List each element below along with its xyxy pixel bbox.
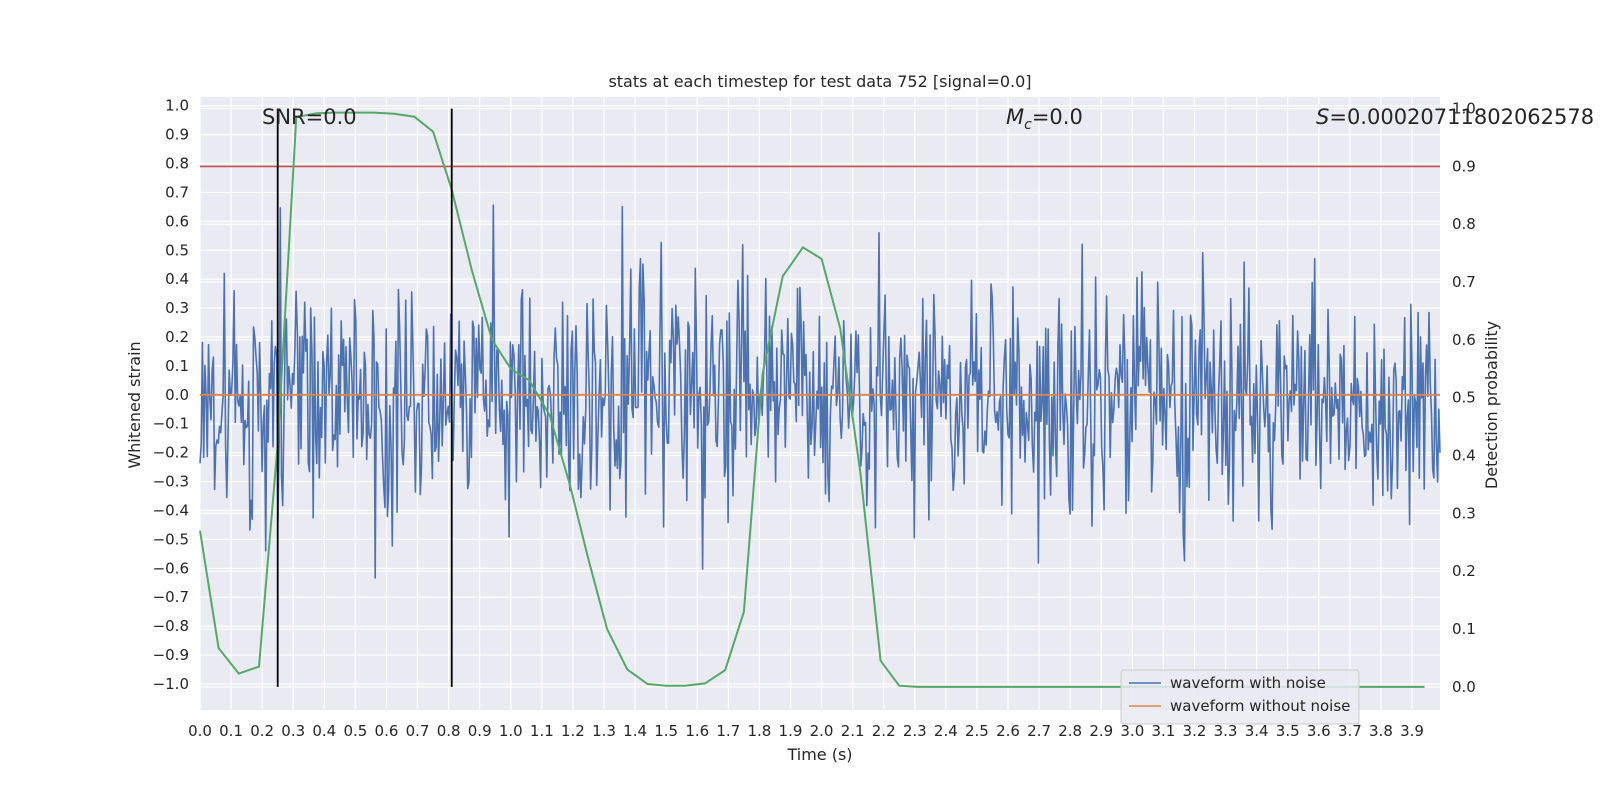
x-axis-label: Time (s)	[786, 745, 852, 764]
x-tick-label: 0.1	[219, 722, 243, 740]
x-tick-label: 0.2	[250, 722, 274, 740]
y2-tick-label: 0.5	[1452, 389, 1476, 407]
y-tick-label: −0.7	[153, 588, 189, 606]
y2-tick-label: 0.9	[1452, 157, 1476, 175]
y-tick-label: 0.9	[165, 126, 189, 144]
y-tick-label: −0.5	[153, 530, 189, 548]
chirp-mass-annotation: Mc=0.0	[1006, 105, 1083, 133]
y2-tick-label: 0.4	[1452, 447, 1476, 465]
x-tick-label: 2.9	[1089, 722, 1113, 740]
x-tick-label: 2.1	[841, 722, 865, 740]
y2-tick-label: 0.7	[1452, 273, 1476, 291]
x-tick-label: 2.5	[965, 722, 989, 740]
x-tick-label: 2.7	[1027, 722, 1051, 740]
y-tick-label: −0.2	[153, 444, 189, 462]
x-tick-label: 1.5	[654, 722, 678, 740]
y-tick-label: 0.1	[165, 357, 189, 375]
x-tick-label: 1.2	[561, 722, 585, 740]
x-tick-label: 3.1	[1151, 722, 1175, 740]
y-tick-label: 0.2	[165, 328, 189, 346]
x-tick-label: 1.7	[716, 722, 740, 740]
x-tick-label: 1.4	[623, 722, 647, 740]
x-tick-label: 2.2	[872, 722, 896, 740]
s-value: =0.00020711802062578	[1329, 105, 1594, 129]
y-tick-label: 0.7	[165, 183, 189, 201]
vertical-markers	[276, 108, 453, 687]
x-tick-label: 0.5	[343, 722, 367, 740]
y2-tick-label: 1.0	[1452, 100, 1476, 118]
chirp-mass-subscript: c	[1024, 117, 1032, 133]
y2-tick-label: 0.0	[1452, 678, 1476, 696]
x-tick-label: 0.3	[281, 722, 305, 740]
x-tick-label: 3.8	[1369, 722, 1393, 740]
y-tick-label: −0.4	[153, 501, 189, 519]
legend-label-noisy: waveform with noise	[1170, 674, 1326, 692]
y-tick-label: −0.3	[153, 473, 189, 491]
y-tick-label: 0.8	[165, 155, 189, 173]
x-tick-label: 3.2	[1183, 722, 1207, 740]
y-tick-label: −0.1	[153, 415, 189, 433]
y-tick-label: −0.9	[153, 646, 189, 664]
x-tick-label: 3.0	[1120, 722, 1144, 740]
x-tick-label: 2.8	[1058, 722, 1082, 740]
y-tick-label: 0.3	[165, 299, 189, 317]
x-tick-label: 2.0	[810, 722, 834, 740]
chirp-mass-symbol: M	[1006, 105, 1024, 129]
y-tick-label: 0.6	[165, 212, 189, 230]
x-tick-label: 0.6	[375, 722, 399, 740]
y-tick-label: −0.6	[153, 559, 189, 577]
s-annotation: S=0.00020711802062578	[1316, 105, 1594, 129]
x-tick-label: 1.8	[747, 722, 771, 740]
x-tick-label: 3.4	[1245, 722, 1269, 740]
y-tick-label: 0.4	[165, 270, 189, 288]
snr-annotation: SNR=0.0	[262, 105, 357, 129]
x-tick-label: 0.0	[188, 722, 212, 740]
x-tick-label: 3.9	[1400, 722, 1424, 740]
y2-tick-label: 0.3	[1452, 504, 1476, 522]
x-tick-label: 2.6	[996, 722, 1020, 740]
y2-tick-label: 0.1	[1452, 620, 1476, 638]
x-tick-label: 1.0	[499, 722, 523, 740]
y-tick-label: 0.5	[165, 241, 189, 259]
x-tick-label: 2.4	[934, 722, 958, 740]
x-tick-label: 0.7	[406, 722, 430, 740]
noisy-waveform-line	[199, 204, 1441, 579]
x-tick-label: 1.1	[530, 722, 554, 740]
y2-tick-label: 0.8	[1452, 215, 1476, 233]
x-tick-label: 1.9	[779, 722, 803, 740]
x-tick-label: 3.6	[1307, 722, 1331, 740]
x-tick-label: 3.3	[1214, 722, 1238, 740]
noisy-waveform-series	[199, 204, 1441, 579]
x-tick-label: 0.4	[312, 722, 336, 740]
chirp-mass-value: =0.0	[1032, 105, 1083, 129]
y-tick-label: 1.0	[165, 97, 189, 115]
legend: waveform with noise waveform without noi…	[1120, 669, 1360, 725]
y2-axis-label: Detection probability	[1482, 321, 1501, 489]
y2-tick-label: 0.2	[1452, 562, 1476, 580]
x-tick-label: 1.3	[592, 722, 616, 740]
x-tick-label: 0.8	[437, 722, 461, 740]
legend-label-clean: waveform without noise	[1170, 697, 1350, 715]
y-tick-label: −0.8	[153, 617, 189, 635]
y-tick-label: −1.0	[153, 675, 189, 693]
x-tick-label: 2.3	[903, 722, 927, 740]
x-tick-labels: 0.0 0.1 0.2 0.3 0.4 0.5 0.6 0.7 0.8 0.9 1.0 1.1 1.2 1…	[188, 722, 1424, 740]
x-tick-label: 3.7	[1338, 722, 1362, 740]
y-axis-label: Whitened strain	[125, 341, 144, 468]
x-tick-label: 0.9	[468, 722, 492, 740]
chart-title: stats at each timestep for test data 752…	[608, 72, 1031, 91]
y2-tick-labels: 1.0 0.9 0.8 0.7 0.6 0.5 0.4 0.3 0.2 0.1 0.0	[1452, 100, 1476, 696]
s-symbol: S	[1316, 105, 1329, 129]
x-tick-label: 3.5	[1276, 722, 1300, 740]
y-tick-label: 0.0	[165, 386, 189, 404]
legend-box	[1120, 669, 1360, 725]
y-tick-labels: 1.0 0.9 0.8 0.7 0.6 0.5 0.4 0.3 0.2 0.1 0.0 −0.1 −0.…	[153, 97, 189, 693]
y2-tick-label: 0.6	[1452, 331, 1476, 349]
x-tick-label: 1.6	[685, 722, 709, 740]
